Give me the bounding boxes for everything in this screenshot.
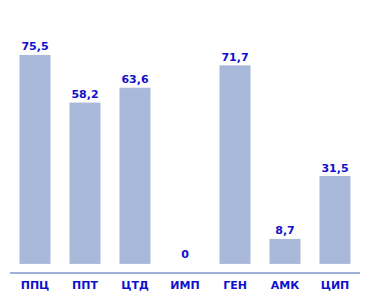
bar — [70, 103, 100, 263]
x-tick-label: ЦТД — [121, 279, 149, 292]
data-label: 71,7 — [221, 51, 248, 64]
data-label: 31,5 — [321, 162, 348, 175]
data-label: 8,7 — [275, 224, 295, 237]
x-tick-label: ЦИП — [321, 279, 350, 292]
x-tick-label: ГЕН — [223, 279, 247, 292]
x-tick-label: ППЦ — [21, 279, 50, 292]
bar — [320, 177, 350, 264]
data-label: 75,5 — [21, 40, 48, 53]
x-tick-label: АМК — [271, 279, 299, 292]
data-label: 63,6 — [121, 73, 148, 86]
bar — [220, 66, 250, 263]
x-tick-label: ППТ — [72, 279, 98, 292]
bar — [270, 239, 300, 263]
bars — [20, 55, 350, 263]
data-label: 58,2 — [71, 88, 98, 101]
chart-container: 75,5 58,2 63,6 0 71,7 8,7 31,5 ППЦ ППТ ЦТД ИМП ГЕН А… — [0, 0, 370, 299]
bar — [170, 263, 200, 264]
x-tick-label: ИМП — [170, 279, 199, 292]
chart: 75,5 58,2 63,6 0 71,7 8,7 31,5 ППЦ ППТ ЦТД ИМП ГЕН А… — [0, 0, 370, 299]
bar — [20, 55, 50, 263]
bar — [120, 88, 150, 263]
data-label: 0 — [181, 248, 189, 261]
x-axis-line — [10, 273, 360, 274]
